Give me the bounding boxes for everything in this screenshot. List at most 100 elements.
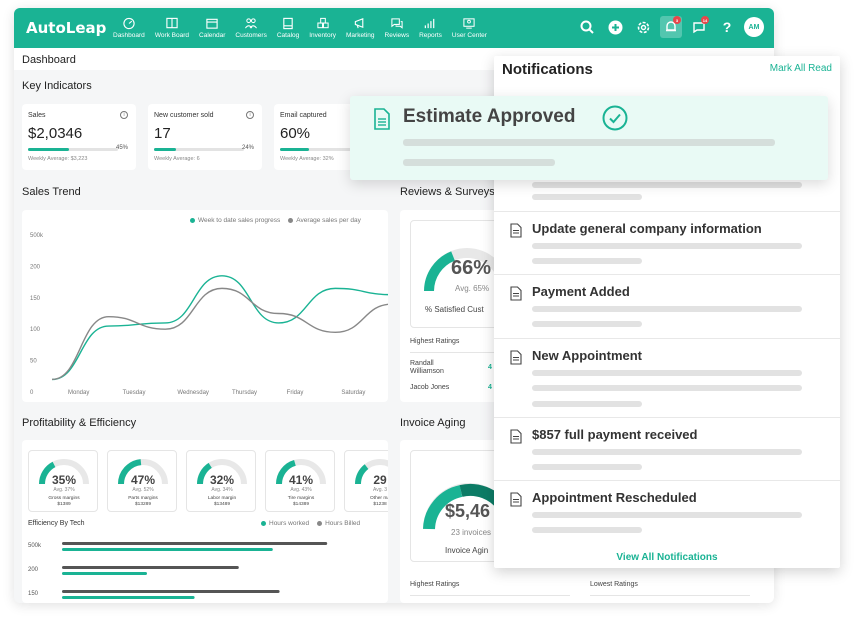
legend-dot-sales: [190, 218, 195, 223]
notification-badge: 3: [673, 16, 681, 24]
notification-item[interactable]: Update general company information: [494, 211, 840, 274]
gauge-label: Labor margin $13489: [187, 496, 257, 508]
legend-dot-average: [288, 218, 294, 223]
gauge-average: Avg. 37%: [53, 487, 75, 493]
gauge-label-text: Gross margins: [48, 496, 80, 501]
series-line-average-sales: [51, 287, 388, 381]
inventory-icon: [317, 17, 329, 29]
nav-item-catalog[interactable]: Catalog: [277, 17, 299, 39]
nav-item-work-board[interactable]: Work Board: [155, 17, 189, 39]
document-icon: [510, 429, 522, 444]
nav-item-inventory[interactable]: Inventory: [309, 17, 336, 39]
gauge-percent: 41%: [288, 473, 314, 487]
notification-item[interactable]: Appointment Rescheduled: [494, 480, 840, 543]
gauge-amount: $1238: [373, 502, 387, 507]
notifications-title: Notifications: [502, 61, 593, 78]
x-tick-label: Saturday: [341, 390, 365, 396]
kpi-progress-bar: [28, 148, 118, 151]
legend-label-hours-billed: Hours Billed: [325, 520, 361, 527]
nav-item-calendar[interactable]: Calendar: [199, 17, 225, 39]
efficiency-title: Efficiency By Tech: [28, 520, 85, 527]
nav-item-customers[interactable]: Customers: [235, 17, 267, 39]
efficiency-bar-billed: [62, 548, 273, 551]
estimate-approved-toast[interactable]: Estimate Approved: [350, 96, 828, 180]
nav-label: Customers: [235, 32, 267, 39]
avatar[interactable]: AM: [744, 17, 764, 37]
search-icon[interactable]: [576, 16, 598, 38]
gauge-amount: $13289: [134, 502, 151, 507]
notification-title: Appointment Rescheduled: [532, 490, 697, 505]
nav-item-marketing[interactable]: Marketing: [346, 17, 375, 39]
nav-item-reviews[interactable]: Reviews: [385, 17, 409, 39]
legend-dot-hours-worked: [261, 521, 266, 526]
help-icon[interactable]: ?: [722, 19, 732, 35]
sales-trend-chart: 0 50 100 150 200 500k Monday Tuesday Wednesday Th…: [30, 233, 388, 396]
kpi-card[interactable]: New customer sold i 17 24% Weekly Average: 6: [148, 104, 262, 170]
kpi-card[interactable]: Sales i $2,0346 45% Weekly Average: $3,223: [22, 104, 136, 170]
notification-item[interactable]: $857 full payment received: [494, 417, 840, 480]
efficiency-bar-worked: [62, 590, 280, 593]
kpi-weekly-average: Weekly Average: 6: [154, 156, 200, 162]
gauge-label: Gross margins $1389: [29, 496, 99, 508]
sales-trend-card: Week to date sales progress Average sale…: [22, 210, 388, 402]
margin-gauge-card[interactable]: 32% Avg. 34% Labor margin $13489: [186, 450, 256, 512]
kpi-label: New customer sold: [154, 112, 214, 119]
placeholder-line: [532, 243, 802, 249]
gauge-label-text: Other ma: [370, 496, 388, 501]
nav-label: Marketing: [346, 32, 375, 39]
series-line-sales-progress: [51, 275, 388, 381]
margin-gauge-card[interactable]: 35% Avg. 37% Gross margins $1389: [28, 450, 98, 512]
nav-item-dashboard[interactable]: Dashboard: [113, 17, 145, 39]
nav-label: Dashboard: [113, 32, 145, 39]
sales-trend-title: Sales Trend: [22, 186, 81, 198]
gauge-label-text: Parts margins: [128, 496, 158, 501]
satisfaction-avg: Avg. 65%: [455, 284, 490, 293]
nav-label: User Center: [451, 32, 487, 39]
y-tick-label: 500k: [30, 233, 44, 239]
x-tick-label: Tuesday: [123, 390, 146, 396]
margin-gauge: [196, 459, 247, 485]
legend-label-average: Average sales per day: [296, 217, 361, 224]
notification-title: New Appointment: [532, 348, 643, 363]
invoice-count: 23 invoices: [451, 528, 492, 537]
add-icon[interactable]: [604, 16, 626, 38]
kpi-progress-bar: [280, 148, 370, 151]
info-icon[interactable]: i: [246, 111, 254, 119]
gauge-fill: [39, 461, 56, 485]
notification-item[interactable]: New Appointment: [494, 338, 840, 417]
autoleap-logo[interactable]: AutoLeap: [26, 19, 107, 37]
key-indicators-title: Key Indicators: [22, 80, 92, 92]
chat-icon[interactable]: 14: [688, 16, 710, 38]
placeholder-line: [532, 370, 802, 376]
legend-dot-hours-billed: [317, 521, 323, 526]
top-navbar: AutoLeap Dashboard Work Board Calendar Cust…: [14, 8, 774, 48]
highest-ratings-label: Highest Ratings: [410, 581, 460, 588]
efficiency-bar-worked: [62, 566, 239, 569]
ratings-divider: [410, 352, 510, 353]
x-tick-label: Monday: [68, 390, 89, 396]
mark-all-read-link[interactable]: Mark All Read: [769, 63, 832, 74]
lowest-ratings-label: Lowest Ratings: [590, 581, 638, 588]
kpi-percent: 45%: [115, 145, 128, 151]
efficiency-bar-worked: [62, 542, 328, 545]
gauge-average: Avg. 52%: [132, 487, 154, 493]
info-icon[interactable]: i: [120, 111, 128, 119]
margin-gauge-card[interactable]: 47% Avg. 52% Parts margins $13289: [107, 450, 177, 512]
x-tick-label: Wednesday: [177, 390, 209, 396]
placeholder-line: [532, 449, 802, 455]
customers-icon: [245, 18, 258, 29]
notification-title: Update general company information: [532, 221, 762, 236]
placeholder-line: [532, 512, 802, 518]
view-all-notifications-link[interactable]: View All Notifications: [616, 552, 718, 563]
dashboard-icon: [123, 17, 135, 30]
nav-item-user-center[interactable]: User Center: [452, 17, 487, 39]
gauge-average: Avg. 3: [372, 487, 388, 493]
nav-item-reports[interactable]: Reports: [419, 17, 442, 39]
profitability-card: 35% Avg. 37% Gross margins $1389 47% Avg. 52%…: [22, 440, 388, 603]
gear-icon[interactable]: [632, 16, 654, 38]
bell-icon[interactable]: 3: [660, 16, 682, 38]
margin-gauge-card[interactable]: 41% Avg. 43% Tire margins $14389: [265, 450, 335, 512]
gauge-label: Tire margins $14389: [266, 496, 336, 508]
margin-gauge-card[interactable]: 29 Avg. 3 Other ma $1238: [344, 450, 388, 512]
notification-item[interactable]: Payment Added: [494, 274, 840, 338]
